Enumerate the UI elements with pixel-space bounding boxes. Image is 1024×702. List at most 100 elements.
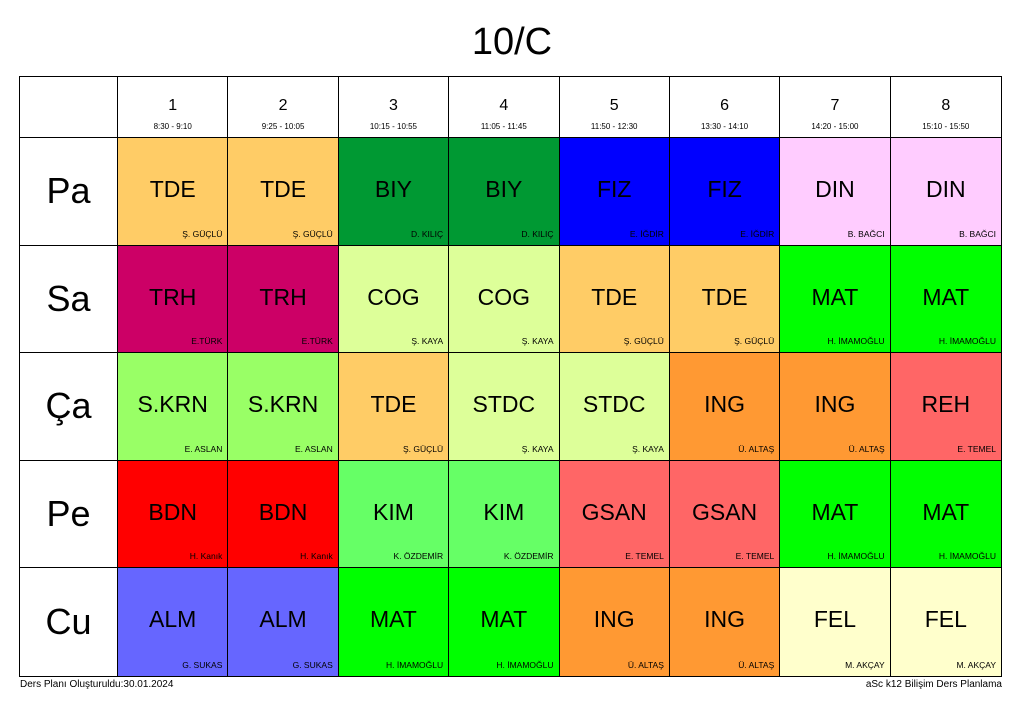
lesson-subject: TDE — [591, 283, 638, 310]
timetable-title: 10/C — [471, 21, 553, 63]
day-label: Ça — [45, 385, 92, 427]
lesson-cell[interactable]: TDE Ş. GÜÇLÜ — [338, 353, 450, 461]
lesson-cell[interactable]: ING Ü. ALTAŞ — [669, 568, 781, 676]
lesson-subject: KIM — [372, 498, 414, 525]
period-time: 14:20 - 15:00 — [811, 122, 859, 131]
lesson-subject: BDN — [148, 498, 197, 525]
lesson-cell[interactable]: BDN H. Kanık — [228, 460, 339, 569]
period-time: 11:50 - 12:30 — [590, 122, 638, 131]
day-label: Cu — [45, 601, 92, 643]
lesson-cell[interactable]: MAT H. İMAMOĞLU — [780, 245, 891, 354]
lesson-subject: GSAN — [581, 498, 647, 525]
lesson-subject: TDE — [701, 283, 748, 310]
lesson-cell[interactable]: STDC Ş. KAYA — [559, 353, 670, 461]
lesson-subject: MAT — [370, 606, 417, 633]
lesson-teacher: Ş. KAYA — [521, 336, 554, 347]
lesson-cell[interactable]: BIY D. KILIÇ — [449, 138, 560, 246]
lesson-cell[interactable]: MAT H. İMAMOĞLU — [890, 460, 1001, 569]
lesson-cell[interactable]: MAT H. İMAMOĞLU — [449, 568, 560, 676]
lesson-cell[interactable]: TDE Ş. GÜÇLÜ — [559, 245, 670, 354]
lesson-subject: MAT — [922, 283, 970, 310]
day-label-cell: Pa — [20, 138, 118, 246]
lesson-subject: GSAN — [691, 498, 758, 525]
lesson-cell[interactable]: FEL M. AKÇAY — [780, 568, 891, 676]
lesson-subject: MAT — [811, 283, 859, 310]
lesson-teacher: D. KILIÇ — [521, 228, 554, 239]
lesson-teacher: H. İMAMOĞLU — [938, 336, 996, 347]
lesson-cell[interactable]: DIN B. BAĞCI — [890, 138, 1001, 246]
lesson-subject: ALM — [149, 606, 197, 633]
lesson-cell[interactable]: GSAN E. TEMEL — [669, 460, 781, 569]
lesson-subject: ING — [814, 391, 856, 418]
period-header: 3 10:15 - 10:55 — [338, 77, 450, 138]
lesson-cell[interactable]: ALM G. SUKAS — [228, 568, 339, 676]
lesson-teacher: Ş. KAYA — [521, 443, 554, 454]
lesson-cell[interactable]: COG Ş. KAYA — [338, 245, 450, 354]
lesson-cell[interactable]: STDC Ş. KAYA — [449, 353, 560, 461]
lesson-cell[interactable]: TDE Ş. GÜÇLÜ — [669, 245, 781, 354]
lesson-teacher: Ü. ALTAŞ — [627, 659, 664, 670]
lesson-cell[interactable]: BIY D. KILIÇ — [338, 138, 450, 246]
lesson-subject: BDN — [258, 498, 308, 525]
lesson-teacher: H. İMAMOĞLU — [827, 551, 885, 562]
lesson-cell[interactable]: S.KRN E. ASLAN — [228, 353, 339, 461]
period-header: 5 11:50 - 12:30 — [559, 77, 670, 138]
lesson-teacher: M. AKÇAY — [956, 659, 996, 670]
lesson-cell[interactable]: FIZ E. İĞDİR — [559, 138, 670, 246]
period-time: 15:10 - 15:50 — [922, 122, 970, 131]
lesson-cell[interactable]: TRH E.TÜRK — [228, 245, 339, 354]
lesson-subject: FEL — [813, 606, 857, 633]
period-time: 9:25 - 10:05 — [261, 122, 305, 131]
lesson-teacher: Ş. GÜÇLÜ — [734, 336, 775, 347]
period-header: 2 9:25 - 10:05 — [228, 77, 339, 138]
period-header: 7 14:20 - 15:00 — [780, 77, 891, 138]
lesson-subject: FIZ — [707, 176, 742, 202]
period-number: 6 — [720, 97, 730, 114]
lesson-teacher: E. ASLAN — [184, 443, 223, 454]
day-label: Pe — [46, 493, 91, 535]
lesson-cell[interactable]: KIM K. ÖZDEMİR — [338, 460, 450, 569]
period-number: 3 — [388, 97, 398, 114]
period-number: 7 — [830, 97, 840, 114]
lesson-teacher: E. TEMEL — [957, 443, 996, 454]
lesson-cell[interactable]: TDE Ş. GÜÇLÜ — [118, 138, 229, 246]
lesson-cell[interactable]: ING Ü. ALTAŞ — [559, 568, 670, 676]
lesson-cell[interactable]: ING Ü. ALTAŞ — [669, 353, 781, 461]
lesson-cell[interactable]: TDE Ş. GÜÇLÜ — [228, 138, 339, 246]
lesson-cell[interactable]: FIZ E. İĞDİR — [669, 138, 781, 246]
lesson-teacher: D. KILIÇ — [411, 228, 444, 239]
lesson-cell[interactable]: REH E. TEMEL — [890, 353, 1001, 461]
software-credit: aSc k12 Bilişim Ders Planlama — [865, 679, 1002, 690]
lesson-cell[interactable]: MAT H. İMAMOĞLU — [780, 460, 891, 569]
lesson-subject: DIN — [815, 176, 855, 202]
lesson-teacher: B. BAĞCI — [959, 228, 996, 239]
lesson-cell[interactable]: DIN B. BAĞCI — [780, 138, 891, 246]
lesson-subject: DIN — [926, 176, 966, 202]
lesson-subject: TRH — [149, 283, 197, 310]
lesson-cell[interactable]: MAT H. İMAMOĞLU — [338, 568, 450, 676]
lesson-subject: S.KRN — [247, 391, 319, 418]
lesson-cell[interactable]: MAT H. İMAMOĞLU — [890, 245, 1001, 354]
timetable-grid: 1 8:30 - 9:10 2 9:25 - 10:05 3 10:15 - 10:55 4… — [19, 76, 1002, 677]
lesson-cell[interactable]: ING Ü. ALTAŞ — [780, 353, 891, 461]
lesson-subject: TDE — [149, 176, 196, 202]
lesson-teacher: K. ÖZDEMİR — [393, 551, 444, 562]
lesson-cell[interactable]: GSAN E. TEMEL — [559, 460, 670, 569]
period-number: 5 — [609, 97, 619, 114]
lesson-subject: S.KRN — [137, 391, 208, 418]
lesson-cell[interactable]: BDN H. Kanık — [118, 460, 229, 569]
lesson-cell[interactable]: ALM G. SUKAS — [118, 568, 229, 676]
period-time: 13:30 - 14:10 — [700, 122, 749, 131]
lesson-cell[interactable]: TRH E.TÜRK — [118, 245, 229, 354]
day-label-cell: Sa — [20, 245, 118, 354]
lesson-teacher: Ü. ALTAŞ — [738, 443, 775, 454]
lesson-cell[interactable]: COG Ş. KAYA — [449, 245, 560, 354]
lesson-cell[interactable]: KIM K. ÖZDEMİR — [449, 460, 560, 569]
lesson-cell[interactable]: S.KRN E. ASLAN — [118, 353, 229, 461]
period-time: 8:30 - 9:10 — [153, 122, 192, 131]
period-header: 6 13:30 - 14:10 — [669, 77, 781, 138]
lesson-teacher: E. ASLAN — [294, 443, 333, 454]
lesson-teacher: H. Kanık — [189, 551, 223, 562]
lesson-teacher: E. TEMEL — [625, 551, 664, 562]
lesson-cell[interactable]: FEL M. AKÇAY — [890, 568, 1001, 676]
